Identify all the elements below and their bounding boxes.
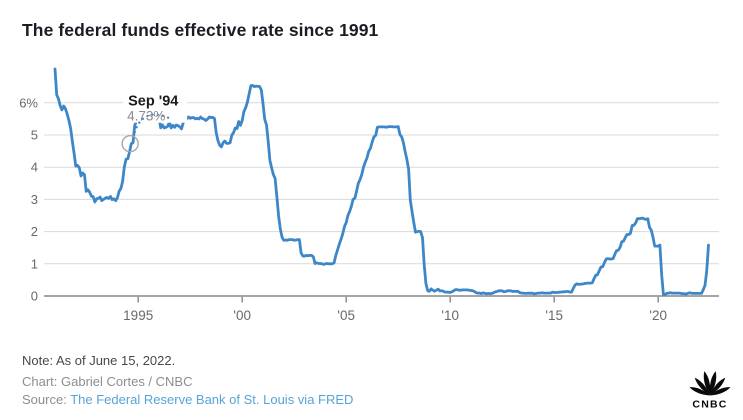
rate-line (53, 67, 710, 296)
source-link[interactable]: The Federal Reserve Bank of St. Louis vi… (70, 392, 354, 407)
y-axis-label: 2 (31, 224, 38, 239)
annotation-backdrop (123, 91, 188, 123)
chart-footer: Note: As of June 15, 2022. Chart: Gabrie… (22, 352, 353, 410)
x-axis-label: 1995 (123, 308, 153, 323)
y-axis-label: 6% (19, 95, 38, 110)
y-axis-label: 3 (31, 192, 38, 207)
y-axis-label: 0 (31, 289, 38, 304)
y-axis-label: 1 (31, 256, 38, 271)
annotation-date-label: Sep '94 (128, 94, 178, 110)
x-axis-label: '20 (649, 308, 667, 323)
line-chart: 6% 5 4 3 2 1 0 1995 '00 '05 '10 '15 '20 Sep '944.73% (19, 67, 719, 323)
chart-source: Source: The Federal Reserve Bank of St. … (22, 391, 353, 410)
chart-credit: Chart: Gabriel Cortes / CNBC (22, 373, 193, 389)
y-axis-label: 4 (31, 160, 38, 175)
x-axis-label: '00 (233, 308, 251, 323)
annotation-leader-dots (133, 113, 170, 136)
y-axis-label: 5 (31, 128, 38, 143)
cnbc-peacock-icon: CNBC (689, 371, 731, 411)
annotation-value-label: 4.73% (127, 109, 165, 124)
x-axis-label: '15 (545, 308, 563, 323)
source-prefix-label: Source: (22, 392, 71, 407)
cnbc-logo-text: CNBC (692, 399, 727, 411)
x-axis-label: '05 (337, 308, 355, 323)
annotation-marker-ring (121, 134, 139, 153)
cnbc-logo: CNBC (686, 369, 734, 411)
chart-note: Note: As of June 15, 2022. (22, 353, 176, 368)
x-axis-label: '10 (441, 308, 459, 323)
chart-title: The federal funds effective rate since 1… (22, 20, 379, 40)
